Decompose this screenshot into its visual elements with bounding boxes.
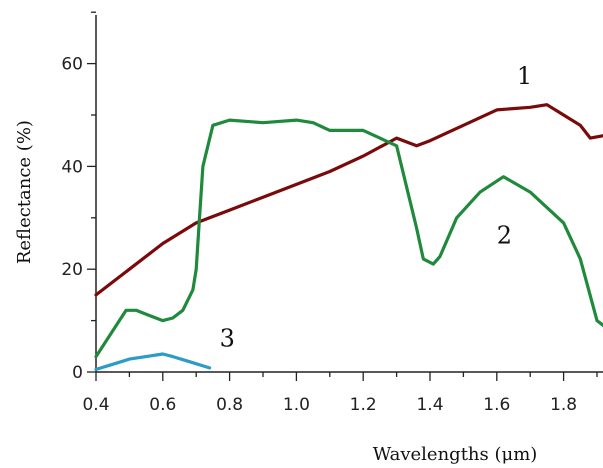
- series-label-1: 1: [517, 62, 532, 90]
- x-tick-label: 1.2: [350, 395, 377, 415]
- y-tick-label: 60: [61, 55, 83, 75]
- y-tick-label: 40: [61, 157, 83, 177]
- series-label-2: 2: [497, 222, 512, 250]
- series-line-3: [94, 352, 212, 371]
- series-labels: 1 2 3: [220, 62, 533, 352]
- series-line-2: [94, 118, 603, 359]
- x-tick-label: 1.8: [550, 395, 577, 415]
- x-tick-label: 0.8: [216, 395, 243, 415]
- ticks: 0 20 40 60 0.4 0.6 0.8 1.0 1.2 1.4 1.6 1.8 2: [61, 11, 598, 415]
- x-tick-label: 0.6: [149, 395, 176, 415]
- axes: [95, 15, 603, 373]
- x-axis-title: Wavelengths (μm): [373, 444, 538, 465]
- x-tick-label: 1.6: [483, 395, 510, 415]
- y-tick-label: 0: [72, 363, 83, 383]
- y-axis-title: Reflectance (%): [14, 120, 35, 264]
- series: [94, 103, 603, 371]
- x-tick-label: 0.4: [82, 395, 109, 415]
- y-tick-label: 20: [61, 260, 83, 280]
- x-tick-label: 1.4: [416, 395, 443, 415]
- x-tick-label: 1.0: [283, 395, 310, 415]
- series-label-3: 3: [220, 324, 235, 352]
- series-line-1: [94, 103, 603, 297]
